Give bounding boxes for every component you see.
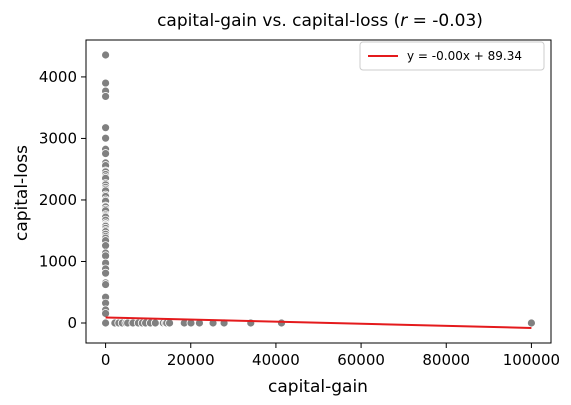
data-point (165, 318, 174, 328)
data-point (101, 78, 110, 88)
chart-title-prefix: capital-gain vs. capital-loss ( (157, 11, 400, 31)
data-point (101, 241, 110, 251)
data-point (101, 149, 110, 158)
y-tick-label: 4000 (39, 68, 77, 86)
data-point (101, 318, 110, 328)
data-point (101, 133, 110, 143)
legend-frame (359, 41, 545, 71)
y-tick-label: 1000 (39, 252, 77, 270)
data-point (101, 268, 110, 278)
axes: 0 20000 40000 60000 80000 100000 0 1000 2000 3000… (39, 39, 560, 369)
data-point (101, 92, 110, 101)
chart-title-r-symbol: r (400, 11, 408, 31)
data-point (527, 318, 536, 328)
y-axis-label: capital-loss (12, 145, 32, 241)
data-point (101, 309, 110, 318)
chart-title-suffix: = -0.03) (407, 11, 483, 31)
y-tick-label: 0 (67, 314, 77, 332)
data-point (101, 251, 110, 261)
data-point (101, 50, 110, 60)
x-tick-label: 0 (101, 351, 111, 369)
data-point (277, 318, 286, 328)
x-tick-label: 100000 (503, 351, 560, 369)
y-tick-label: 3000 (39, 129, 77, 147)
data-point (150, 318, 160, 328)
plot-area (101, 50, 536, 329)
chart-title: capital-gain vs. capital-loss (r = -0.03… (157, 11, 483, 31)
x-tick-label: 60000 (337, 351, 385, 369)
x-tick-label: 40000 (252, 351, 300, 369)
regression-line (105, 316, 532, 329)
y-tick-label: 2000 (39, 191, 77, 209)
legend-entry-label: y = -0.00x + 89.34 (407, 49, 522, 63)
x-tick-label: 20000 (167, 351, 215, 369)
axes-frame (85, 39, 552, 344)
x-axis-label: capital-gain (268, 377, 368, 397)
legend: y = -0.00x + 89.34 (359, 41, 545, 71)
x-tick-label: 80000 (422, 351, 470, 369)
data-point (101, 123, 110, 133)
data-point (101, 280, 110, 289)
